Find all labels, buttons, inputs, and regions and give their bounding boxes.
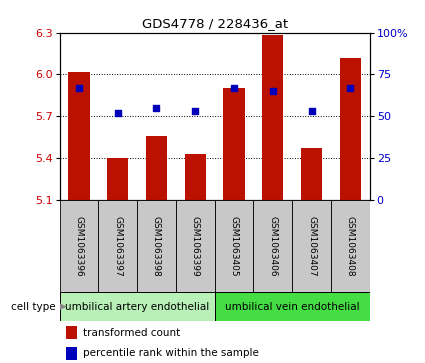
Bar [331,200,370,292]
Point [231,85,238,91]
Point [269,88,276,94]
Bar [176,200,215,292]
Text: cell type: cell type [11,302,55,312]
Bar [68,72,90,200]
Bar [301,148,322,200]
Text: ▶: ▶ [57,302,67,311]
Text: umbilical artery endothelial: umbilical artery endothelial [65,302,209,312]
Bar [215,200,253,292]
Text: percentile rank within the sample: percentile rank within the sample [83,348,259,358]
Text: transformed count: transformed count [83,327,180,338]
Bar [340,58,361,200]
Bar [146,136,167,200]
Text: GSM1063405: GSM1063405 [230,216,238,276]
Bar [107,158,128,200]
Bar [224,88,245,200]
Bar [98,200,137,292]
Text: GSM1063396: GSM1063396 [74,216,83,276]
Bar [66,347,76,360]
Bar [215,292,370,321]
Text: GSM1063407: GSM1063407 [307,216,316,276]
Text: GSM1063408: GSM1063408 [346,216,355,276]
Bar [292,200,331,292]
Bar [137,200,176,292]
Text: GSM1063399: GSM1063399 [191,216,200,276]
Point [192,108,198,114]
Bar [60,200,98,292]
Point [308,108,315,114]
Bar [253,200,292,292]
Text: umbilical vein endothelial: umbilical vein endothelial [225,302,360,312]
Text: GSM1063398: GSM1063398 [152,216,161,276]
Text: GSM1063397: GSM1063397 [113,216,122,276]
Point [76,85,82,91]
Bar [262,36,283,200]
Point [153,105,160,111]
Point [347,85,354,91]
Title: GDS4778 / 228436_at: GDS4778 / 228436_at [142,17,288,30]
Text: GSM1063406: GSM1063406 [268,216,277,276]
Bar [60,292,215,321]
Point [114,110,121,116]
Bar [184,154,206,200]
Bar [66,326,76,339]
